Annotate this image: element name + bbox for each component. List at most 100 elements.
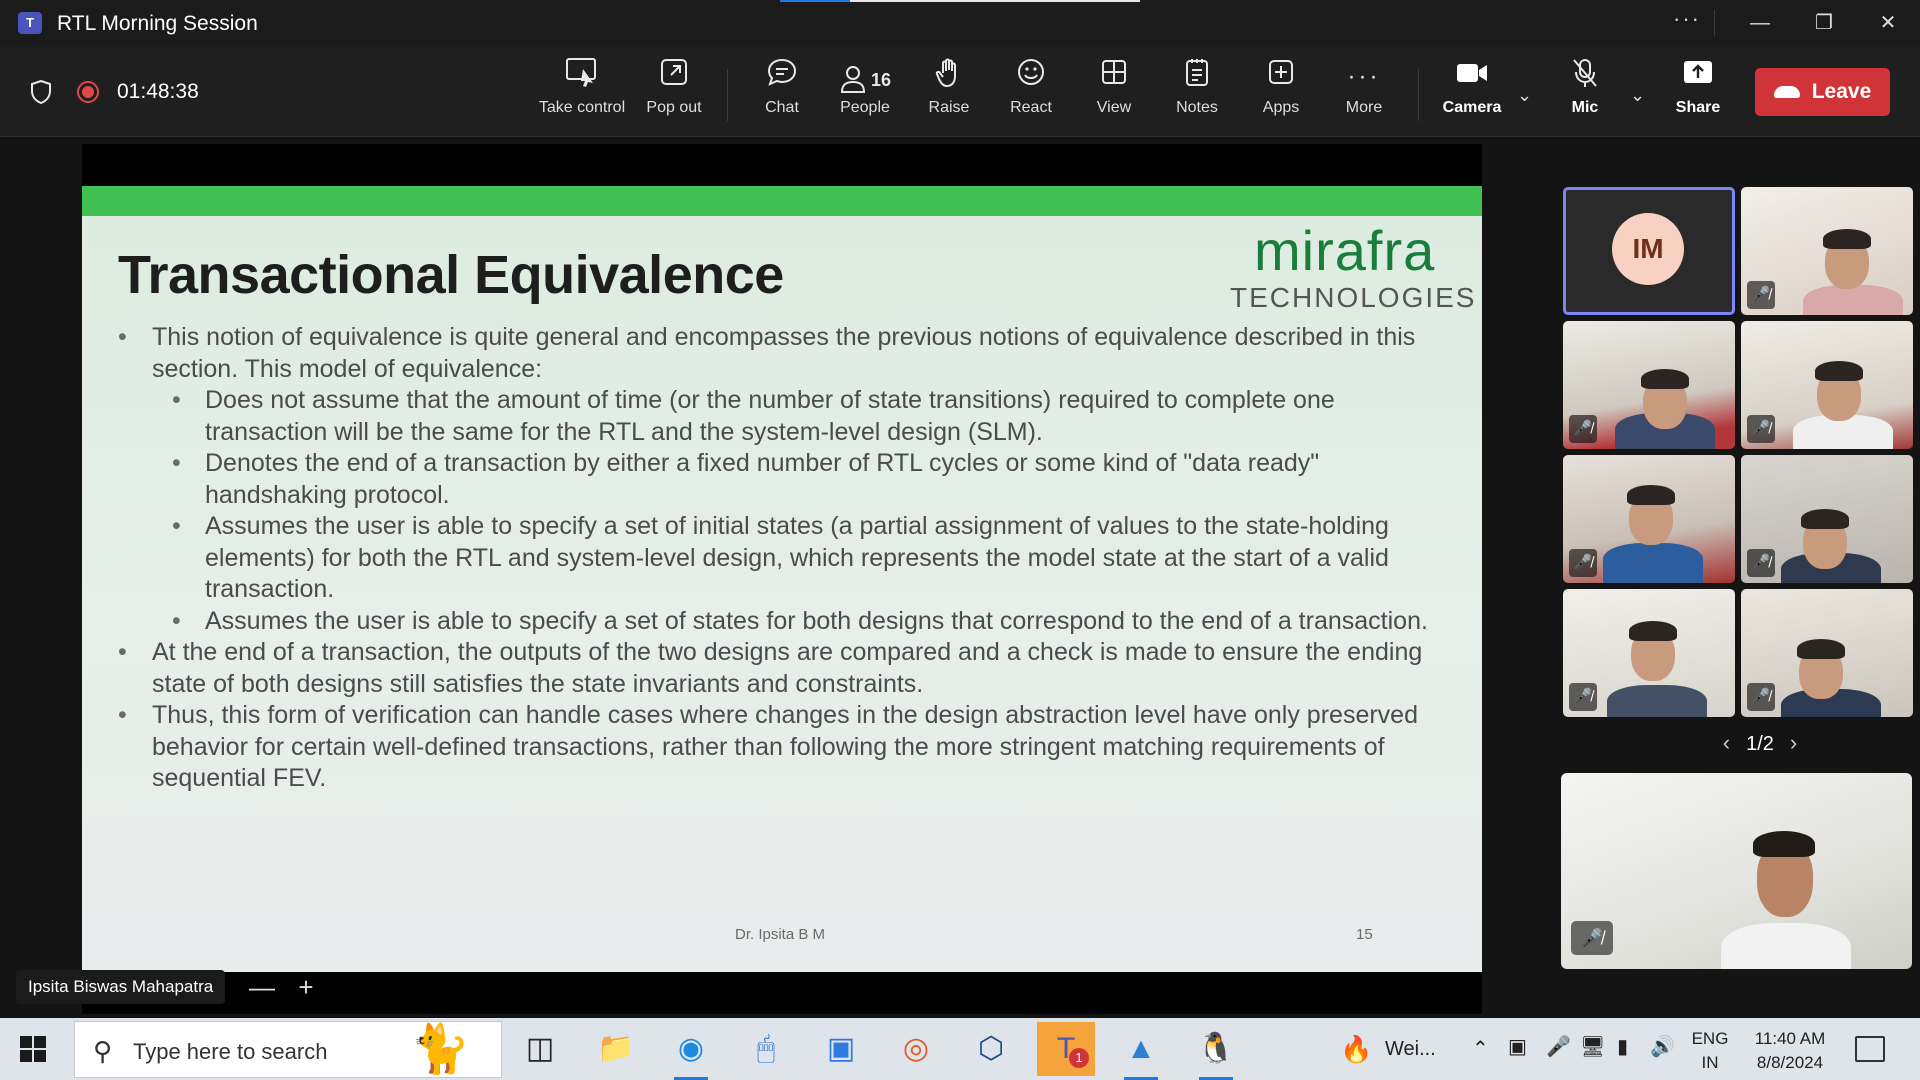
people-icon xyxy=(840,65,865,93)
loading-bar xyxy=(780,0,1140,2)
meet-now-icon[interactable]: ▣ xyxy=(1508,1036,1527,1058)
meeting-timer: 01:48:38 xyxy=(117,80,199,103)
zoom-in-button[interactable]: + xyxy=(298,972,314,1002)
shield-icon[interactable] xyxy=(30,80,52,104)
mic-off-icon: 🎤̸ xyxy=(1747,683,1775,711)
zoom-controls: — + xyxy=(240,970,340,1004)
camera-button[interactable]: Camera xyxy=(1429,57,1515,129)
search-icon: ⚲ xyxy=(93,1036,113,1066)
photos-icon[interactable]: ▲ xyxy=(1112,1026,1170,1080)
bullet-item: This notion of equivalence is quite gene… xyxy=(118,322,1458,385)
apps-button[interactable]: Apps xyxy=(1238,57,1324,129)
close-icon[interactable]: ✕ xyxy=(1879,12,1897,34)
battery-icon[interactable]: ▮ xyxy=(1617,1036,1629,1058)
clock-time: 11:40 AM xyxy=(1754,1029,1826,1048)
previous-page-button[interactable]: ‹ xyxy=(1722,730,1731,755)
leave-button[interactable]: Leave xyxy=(1755,68,1890,116)
mic-off-icon: 🎤̸ xyxy=(1569,683,1597,711)
gallery-pager: ‹ 1/2 › xyxy=(1680,730,1840,760)
camera-options-chevron-icon[interactable]: ⌄ xyxy=(1517,85,1533,105)
brand-logo-name: mirafra xyxy=(1254,219,1436,282)
virtualbox-icon[interactable]: ⬡ xyxy=(977,1032,1005,1065)
cat-illustration-icon: 🐈 xyxy=(410,1023,470,1076)
edge-browser-icon[interactable]: ◉ xyxy=(662,1026,720,1080)
mic-off-icon: 🎤̸ xyxy=(1747,281,1775,309)
slide-header-band xyxy=(82,186,1482,216)
participant-tile[interactable]: 🎤̸ xyxy=(1741,187,1913,315)
clock-date: 8/8/2024 xyxy=(1756,1053,1824,1072)
notes-icon xyxy=(1154,57,1240,97)
mic-off-icon: 🎤̸ xyxy=(1747,415,1775,443)
mic-off-icon: 🎤̸ xyxy=(1747,549,1775,577)
shared-screen: Transactional Equivalence mirafra TECHNO… xyxy=(82,144,1482,1014)
share-button[interactable]: Share xyxy=(1655,57,1741,129)
toolbar-divider xyxy=(727,69,728,121)
take-control-button[interactable]: Take control xyxy=(538,57,626,129)
windows-start-icon[interactable] xyxy=(20,1036,46,1062)
pop-out-button[interactable]: Pop out xyxy=(630,57,718,129)
remote-desktop-icon[interactable]: 🖱 xyxy=(757,1032,775,1065)
title-divider xyxy=(1714,10,1715,36)
sub-bullet-item: Does not assume that the amount of time … xyxy=(118,385,1458,448)
system-clock[interactable]: 11:40 AM 8/8/2024 xyxy=(1740,1027,1840,1075)
more-button[interactable]: ··· More xyxy=(1321,57,1407,129)
notification-center-icon[interactable] xyxy=(1855,1036,1885,1062)
zoom-out-button[interactable]: — xyxy=(249,972,275,1002)
recording-icon xyxy=(77,81,99,103)
rdc-app-icon[interactable]: ▣ xyxy=(826,1032,856,1065)
gallery-page-indicator: 1/2 xyxy=(1746,733,1774,755)
add-app-icon xyxy=(1238,57,1324,97)
participant-tile-speaker[interactable]: IM xyxy=(1563,187,1735,315)
react-button[interactable]: React xyxy=(988,57,1074,129)
self-view-video[interactable]: 🎤̸ xyxy=(1561,773,1912,969)
mic-options-chevron-icon[interactable]: ⌄ xyxy=(1630,85,1646,105)
teams-notification-badge: 1 xyxy=(1069,1048,1089,1068)
input-language-indicator[interactable]: ENG IN xyxy=(1691,1029,1729,1072)
people-count: 16 xyxy=(870,70,892,90)
participant-tile[interactable]: 🎤̸ xyxy=(1741,455,1913,583)
restore-icon[interactable]: ❐ xyxy=(1815,12,1833,34)
taskbar-search-input[interactable]: ⚲ Type here to search 🐈 xyxy=(74,1021,502,1078)
slide-bullets: This notion of equivalence is quite gene… xyxy=(118,322,1458,795)
minimize-icon[interactable]: — xyxy=(1750,12,1770,34)
sub-bullet-item: Assumes the user is able to specify a se… xyxy=(118,606,1458,638)
chat-button[interactable]: Chat xyxy=(739,57,825,129)
avatar: IM xyxy=(1612,213,1684,285)
raise-hand-button[interactable]: Raise xyxy=(906,57,992,129)
participant-tile[interactable]: 🎤̸ xyxy=(1563,589,1735,717)
slide-page-number: 15 xyxy=(1356,926,1373,943)
weather-label[interactable]: Wei... xyxy=(1385,1038,1436,1060)
participant-tile[interactable]: 🎤̸ xyxy=(1741,589,1913,717)
chat-icon xyxy=(739,57,825,97)
file-explorer-icon[interactable]: 📁 xyxy=(597,1032,635,1065)
participant-tile[interactable]: 🎤̸ xyxy=(1741,321,1913,449)
participant-tile[interactable]: 🎤̸ xyxy=(1563,455,1735,583)
notes-button[interactable]: Notes xyxy=(1154,57,1240,129)
grid-icon xyxy=(1071,57,1157,97)
mic-off-icon xyxy=(1542,57,1628,97)
volume-icon[interactable]: 🔊 xyxy=(1650,1036,1675,1058)
linux-penguin-icon[interactable]: 🐧 xyxy=(1187,1026,1245,1080)
mic-off-icon: 🎤̸ xyxy=(1571,921,1613,955)
slide-footer-author: Dr. Ipsita B M xyxy=(735,926,826,943)
take-control-icon xyxy=(538,57,626,97)
title-more-button[interactable]: ··· xyxy=(1673,6,1701,31)
task-view-icon[interactable]: ◫ xyxy=(525,1032,555,1065)
microphone-tray-icon[interactable]: 🎤 xyxy=(1546,1036,1571,1058)
hand-icon xyxy=(906,57,992,97)
title-bar: T RTL Morning Session ··· — ❐ ✕ xyxy=(0,0,1920,47)
view-button[interactable]: View xyxy=(1071,57,1157,129)
bullet-item: At the end of a transaction, the outputs… xyxy=(118,637,1458,700)
ubuntu-icon[interactable]: ◎ xyxy=(902,1032,930,1065)
next-page-button[interactable]: › xyxy=(1789,730,1798,755)
mic-button[interactable]: Mic xyxy=(1542,57,1628,129)
presentation-slide: Transactional Equivalence mirafra TECHNO… xyxy=(82,186,1482,972)
network-icon[interactable]: 🖥 xyxy=(1580,1036,1606,1058)
participant-tile[interactable]: 🎤̸ xyxy=(1563,321,1735,449)
weather-icon[interactable]: 🔥 xyxy=(1340,1034,1373,1064)
people-button[interactable]: 16 People xyxy=(822,57,908,129)
meeting-toolbar: 01:48:38 Take control Pop out Chat 16 Pe… xyxy=(0,47,1920,137)
tray-overflow-chevron-icon[interactable]: ⌃ xyxy=(1472,1038,1489,1060)
